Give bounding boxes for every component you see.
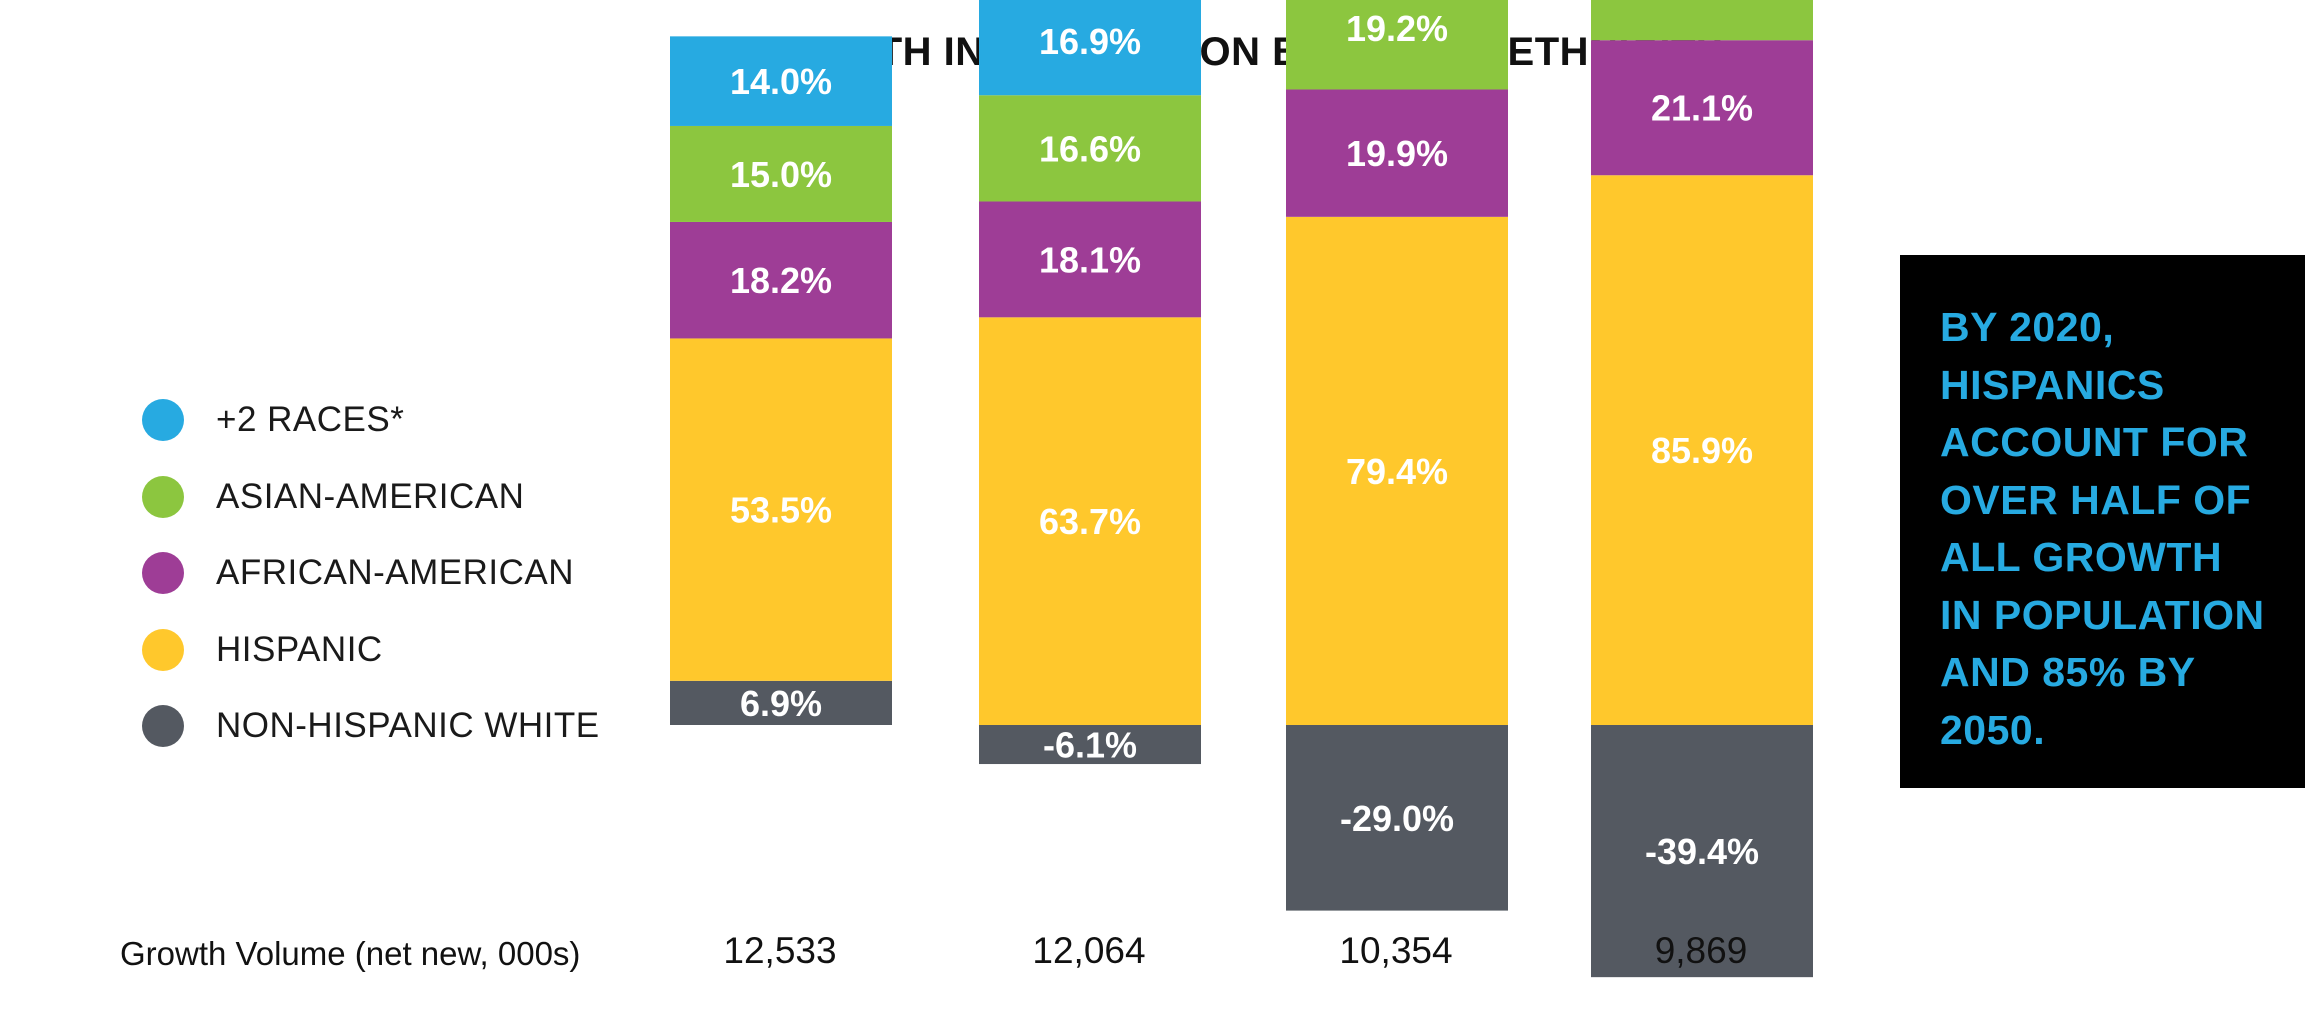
data-label-african-american-2030: 18.1% xyxy=(1039,239,1141,280)
legend-swatch-hispanic xyxy=(142,628,184,671)
bar-segment-two-plus-races-2030 xyxy=(979,0,1201,96)
legend-item-hispanic: HISPANIC xyxy=(142,612,600,689)
bar-segment-asian-american-2030 xyxy=(979,95,1201,202)
data-label-african-american-2050: 21.1% xyxy=(1651,88,1753,129)
data-label-asian-american-2020: 15.0% xyxy=(730,154,832,195)
legend-item-non-hispanic-white: NON-HISPANIC WHITE xyxy=(142,688,600,765)
growth-volume-label: Growth Volume (net new, 000s) xyxy=(120,935,581,972)
data-label-two-plus-races-2030: 16.9% xyxy=(1039,21,1141,62)
data-label-hispanic-2030: 63.7% xyxy=(1039,501,1141,542)
growth-volume-2020: 12,533 xyxy=(723,930,837,971)
legend-item-african-american: AFRICAN-AMERICAN xyxy=(142,535,600,612)
bar-segment-non-hispanic-white-2030 xyxy=(979,725,1201,765)
chart-title: GROWTH IN POPULATION BY RACE & ETHNICITY xyxy=(746,30,1724,74)
bar-segment-hispanic-2050 xyxy=(1591,175,1813,726)
legend-item-two-plus-races: +2 RACES* xyxy=(142,382,600,459)
growth-volume-2040: 10,354 xyxy=(1339,930,1453,971)
bar-segment-two-plus-races-2020 xyxy=(670,36,892,126)
bar-segment-asian-american-2020 xyxy=(670,125,892,222)
data-label-hispanic-2050: 85.9% xyxy=(1651,430,1753,471)
data-label-african-american-2040: 19.9% xyxy=(1346,133,1448,174)
legend-swatch-non-hispanic-white xyxy=(142,705,184,748)
bar-segment-non-hispanic-white-2020 xyxy=(670,680,892,725)
bar-segment-non-hispanic-white-2040 xyxy=(1286,725,1508,911)
data-label-asian-american-2030: 16.6% xyxy=(1039,128,1141,169)
data-label-hispanic-2040: 79.4% xyxy=(1346,451,1448,492)
data-label-non-hispanic-white-2050: -39.4% xyxy=(1645,831,1759,872)
legend-swatch-african-american xyxy=(142,552,184,595)
bar-segment-non-hispanic-white-2050 xyxy=(1591,725,1813,978)
growth-volume-2030: 12,064 xyxy=(1032,930,1146,971)
growth-volume-2050: 9,869 xyxy=(1654,930,1748,971)
data-label-hispanic-2020: 53.5% xyxy=(730,490,832,531)
data-label-non-hispanic-white-2020: 6.9% xyxy=(740,683,822,724)
bar-segment-hispanic-2040 xyxy=(1286,216,1508,725)
data-label-non-hispanic-white-2030: -6.1% xyxy=(1043,725,1137,766)
legend-label-asian-american: ASIAN-AMERICAN xyxy=(216,476,525,516)
legend-label-non-hispanic-white: NON-HISPANIC WHITE xyxy=(216,706,600,746)
bar-segment-african-american-2020 xyxy=(670,221,892,339)
data-label-asian-american-2040: 19.2% xyxy=(1346,8,1448,49)
legend-swatch-asian-american xyxy=(142,475,184,518)
bar-segment-african-american-2040 xyxy=(1286,89,1508,217)
data-label-two-plus-races-2020: 14.0% xyxy=(730,61,832,102)
bar-segment-asian-american-2040 xyxy=(1286,0,1508,90)
legend-label-african-american: AFRICAN-AMERICAN xyxy=(216,553,575,593)
bar-segment-asian-american-2050 xyxy=(1591,0,1813,41)
data-label-african-american-2020: 18.2% xyxy=(730,260,832,301)
legend-swatch-two-plus-races xyxy=(142,399,184,442)
bar-segment-hispanic-2020 xyxy=(670,338,892,681)
legend-label-two-plus-races: +2 RACES* xyxy=(216,400,405,440)
callout-text: BY 2020, HISPANICS ACCOUNT FOR OVER HALF… xyxy=(1940,304,2265,753)
bar-segment-african-american-2050 xyxy=(1591,40,1813,176)
chart-legend: +2 RACES* ASIAN-AMERICAN AFRICAN-AMERICA… xyxy=(142,382,600,765)
callout-box: BY 2020, HISPANICS ACCOUNT FOR OVER HALF… xyxy=(1900,255,2305,788)
bar-segment-hispanic-2030 xyxy=(979,317,1201,725)
legend-label-hispanic: HISPANIC xyxy=(216,629,383,669)
bar-segment-african-american-2030 xyxy=(979,201,1201,318)
legend-item-asian-american: ASIAN-AMERICAN xyxy=(142,459,600,536)
data-label-non-hispanic-white-2040: -29.0% xyxy=(1340,798,1454,839)
